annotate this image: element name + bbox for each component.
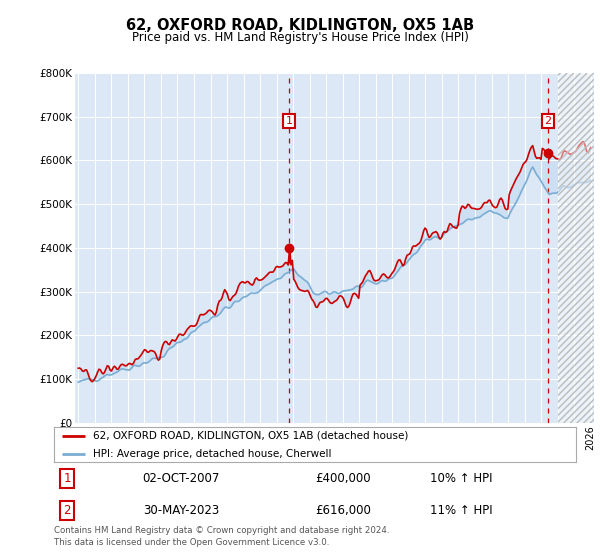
Text: 62, OXFORD ROAD, KIDLINGTON, OX5 1AB (detached house): 62, OXFORD ROAD, KIDLINGTON, OX5 1AB (de… [93,431,409,441]
Text: 11% ↑ HPI: 11% ↑ HPI [430,504,493,517]
Text: 62, OXFORD ROAD, KIDLINGTON, OX5 1AB: 62, OXFORD ROAD, KIDLINGTON, OX5 1AB [126,18,474,33]
Text: 1: 1 [64,472,71,485]
Text: 1: 1 [286,116,293,126]
Text: 30-MAY-2023: 30-MAY-2023 [143,504,219,517]
Text: 10% ↑ HPI: 10% ↑ HPI [430,472,493,485]
Text: HPI: Average price, detached house, Cherwell: HPI: Average price, detached house, Cher… [93,449,332,459]
Text: £400,000: £400,000 [315,472,371,485]
Text: Contains HM Land Registry data © Crown copyright and database right 2024.
This d: Contains HM Land Registry data © Crown c… [54,526,389,547]
Text: 2: 2 [64,504,71,517]
Text: 02-OCT-2007: 02-OCT-2007 [143,472,220,485]
Text: 2: 2 [544,116,551,126]
Text: Price paid vs. HM Land Registry's House Price Index (HPI): Price paid vs. HM Land Registry's House … [131,31,469,44]
Bar [557,73,599,423]
Bar [557,73,599,423]
Text: £616,000: £616,000 [315,504,371,517]
